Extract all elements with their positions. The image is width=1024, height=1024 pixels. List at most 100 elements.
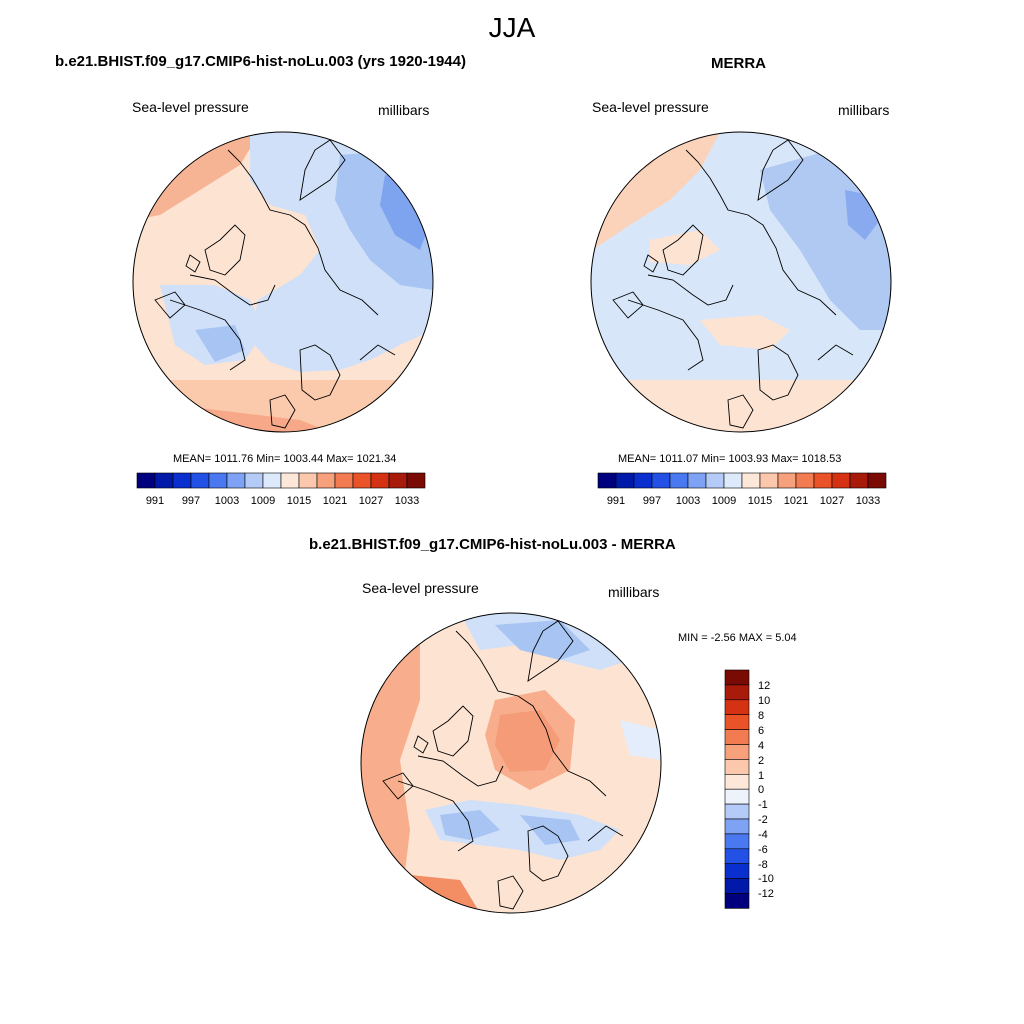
colorbar-swatch xyxy=(298,472,318,489)
cb3-label: -8 xyxy=(758,859,768,871)
cb3-label: 6 xyxy=(758,725,765,737)
colorbar-swatch xyxy=(777,472,797,489)
cb3-label: 8 xyxy=(758,710,765,722)
season-title: JJA xyxy=(488,12,536,43)
colorbar-swatch xyxy=(597,472,617,489)
map2-high-pocket xyxy=(700,315,790,350)
cb2-label: 1021 xyxy=(783,495,809,507)
cb2-label: 1027 xyxy=(819,495,845,507)
colorbar-swatch xyxy=(724,773,750,790)
map3-neg-south-core-b xyxy=(520,815,580,845)
colorbar-swatch xyxy=(651,472,671,489)
colorbar-swatch xyxy=(724,848,750,864)
cb1-label: 991 xyxy=(145,495,165,507)
colorbar-swatch xyxy=(705,472,725,489)
colorbar-swatch xyxy=(724,878,750,894)
abs-colorbar-2 xyxy=(597,472,887,489)
cb3-label: 4 xyxy=(758,740,765,752)
panel2-title: MERRA xyxy=(711,55,766,72)
map-panel-1 xyxy=(132,131,434,433)
cb3-label: -4 xyxy=(758,829,768,841)
map1-low-greenland-core xyxy=(195,325,245,362)
cb2-label: 991 xyxy=(606,495,626,507)
panel3-title: b.e21.BHIST.f09_g17.CMIP6-hist-noLu.003 … xyxy=(309,536,676,553)
colorbar-swatch xyxy=(172,472,192,489)
cb3-label: 10 xyxy=(758,695,771,707)
cb3-label: 1 xyxy=(758,770,765,782)
map2-coastlines xyxy=(612,139,854,429)
colorbar-swatch xyxy=(724,893,750,909)
cb2-label: 1015 xyxy=(747,495,773,507)
colorbar-swatch xyxy=(813,472,833,489)
cb3-label: -12 xyxy=(758,888,774,900)
cb3-label: -2 xyxy=(758,814,768,826)
colorbar-swatch xyxy=(154,472,174,489)
colorbar-swatch xyxy=(280,472,300,489)
colorbar-swatch xyxy=(190,472,210,489)
panel3-variable: Sea-level pressure xyxy=(362,580,479,596)
cb1-label: 1003 xyxy=(214,495,240,507)
map3-outline xyxy=(360,612,662,914)
map2-high-south xyxy=(591,380,891,432)
cb2-label: 997 xyxy=(642,495,662,507)
cb3-label: -10 xyxy=(758,873,774,885)
colorbar-swatch xyxy=(831,472,851,489)
cb1-label: 997 xyxy=(181,495,201,507)
colorbar-swatch xyxy=(759,472,779,489)
cb2-label: 1003 xyxy=(675,495,701,507)
colorbar-swatch xyxy=(262,472,282,489)
colorbar-swatch xyxy=(352,472,372,489)
cb3-label: 0 xyxy=(758,784,765,796)
panel3-stats: MIN = -2.56 MAX = 5.04 xyxy=(678,632,797,644)
colorbar-swatch xyxy=(724,669,750,686)
colorbar-swatch xyxy=(724,803,750,820)
colorbar-swatch xyxy=(849,472,869,489)
colorbar-swatch xyxy=(741,472,761,489)
colorbar-swatch xyxy=(724,684,750,701)
colorbar-swatch xyxy=(208,472,228,489)
panel1-stats: MEAN= 1011.76 Min= 1003.44 Max= 1021.34 xyxy=(173,453,397,465)
colorbar-swatch xyxy=(316,472,336,489)
colorbar-swatch xyxy=(724,833,750,850)
panel1-title: b.e21.BHIST.f09_g17.CMIP6-hist-noLu.003 … xyxy=(55,53,466,70)
cb3-label: -1 xyxy=(758,799,768,811)
colorbar-swatch xyxy=(724,788,750,805)
colorbar-swatch xyxy=(687,472,707,489)
abs-colorbar-1 xyxy=(136,472,426,489)
cb3-label: -6 xyxy=(758,844,768,856)
colorbar-swatch xyxy=(388,472,408,489)
map3-neg-east xyxy=(620,720,661,760)
colorbar-swatch xyxy=(724,818,750,835)
cb1-label: 1027 xyxy=(358,495,384,507)
map2-outline xyxy=(590,131,892,433)
cb1-label: 1015 xyxy=(286,495,312,507)
colorbar-swatch xyxy=(724,759,750,775)
colorbar-swatch xyxy=(633,472,653,489)
colorbar-swatch xyxy=(615,472,635,489)
panel2-stats: MEAN= 1011.07 Min= 1003.93 Max= 1018.53 xyxy=(618,453,842,465)
cb1-label: 1021 xyxy=(322,495,348,507)
panel3-units: millibars xyxy=(608,584,660,600)
colorbar-swatch xyxy=(334,472,354,489)
cb2-label: 1009 xyxy=(711,495,737,507)
colorbar-swatch xyxy=(136,472,156,489)
map-panel-3 xyxy=(360,612,662,914)
colorbar-swatch xyxy=(724,714,750,730)
colorbar-swatch xyxy=(724,729,750,745)
panel1-units: millibars xyxy=(378,102,430,118)
colorbar-swatch xyxy=(867,472,887,489)
map3-neg-south-core-a xyxy=(440,810,500,840)
cb2-label: 1033 xyxy=(855,495,881,507)
map-panel-2 xyxy=(590,131,892,433)
cb1-label: 1009 xyxy=(250,495,276,507)
colorbar-swatch xyxy=(226,472,246,489)
map1-outline xyxy=(132,131,434,433)
map3-coastlines xyxy=(382,620,624,910)
colorbar-swatch xyxy=(724,863,750,879)
colorbar-swatch xyxy=(723,472,743,489)
colorbar-swatch xyxy=(244,472,264,489)
colorbar-swatch xyxy=(406,472,426,489)
cb1-label: 1033 xyxy=(394,495,420,507)
panel2-variable: Sea-level pressure xyxy=(592,99,709,115)
